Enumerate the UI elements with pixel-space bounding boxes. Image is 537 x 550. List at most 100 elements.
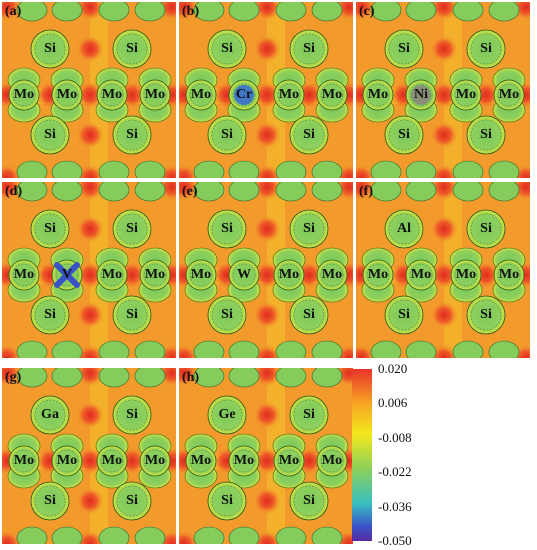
atom-label: Si — [221, 127, 233, 142]
colorbar-tick-label: -0.008 — [378, 429, 412, 445]
atom-site — [30, 209, 70, 249]
atom-site — [207, 29, 247, 69]
atom-label: Si — [303, 127, 315, 142]
panel-label: (g) — [5, 370, 22, 385]
atom-label: Si — [44, 493, 56, 508]
panel-e: (e) Si Si Si Si Mo W Mo Mo — [179, 182, 353, 358]
atom-site — [316, 79, 348, 111]
atom-label: Si — [126, 307, 138, 322]
atom-label: Mo — [190, 453, 212, 468]
atom-label: Si — [44, 41, 56, 56]
atom-site — [112, 29, 152, 69]
atom-site — [30, 295, 70, 335]
atom-site — [466, 29, 506, 69]
atom-site — [384, 115, 424, 155]
atom-label: Si — [126, 221, 138, 236]
atom-label: Si — [126, 41, 138, 56]
atom-site — [289, 29, 329, 69]
atom-label: Si — [480, 127, 492, 142]
atom-site — [273, 79, 305, 111]
atom-label: Si — [44, 307, 56, 322]
colorbar-tick-label: -0.022 — [378, 464, 412, 480]
panel-h: (h) Ge Si Si Si Mo Mo Mo Mo — [179, 368, 353, 544]
atom-site — [362, 79, 394, 111]
atom-label: Si — [480, 307, 492, 322]
atom-label: Si — [126, 493, 138, 508]
panel-label: (b) — [182, 4, 200, 19]
atom-site — [273, 259, 305, 291]
atom-label: Si — [398, 307, 410, 322]
atom-label: Cr — [235, 87, 253, 102]
atom-site — [207, 481, 247, 521]
density-map — [2, 2, 176, 178]
panel-f: (f) Al Si Si Si Mo Mo Mo Mo — [356, 182, 530, 358]
density-map — [179, 368, 353, 544]
atom-site — [466, 295, 506, 335]
atom-label: Mo — [101, 453, 123, 468]
atom-site — [384, 29, 424, 69]
colorbar-tick-label: 0.006 — [378, 395, 408, 411]
atom-site — [466, 115, 506, 155]
atom-site — [112, 395, 152, 435]
atom-site — [8, 259, 40, 291]
atom-label: Si — [303, 221, 315, 236]
atom-site — [316, 445, 348, 477]
atom-label: Al — [397, 221, 411, 236]
atom-label: Mo — [56, 87, 78, 102]
atom-site — [30, 395, 70, 435]
atom-label: Si — [398, 41, 410, 56]
atom-site — [207, 115, 247, 155]
panel-label: (c) — [359, 4, 375, 19]
atom-site — [316, 259, 348, 291]
colorbar-tick-label: -0.036 — [378, 498, 412, 514]
atom-label: Mo — [190, 267, 212, 282]
atom-label: Ge — [218, 407, 236, 422]
dopant-mark — [234, 85, 254, 105]
atom-label: Mo — [321, 267, 343, 282]
atom-site — [185, 79, 217, 111]
atom-site — [185, 445, 217, 477]
colorbar — [352, 369, 372, 541]
atom-site — [450, 259, 482, 291]
atom-label: Mo — [144, 453, 166, 468]
atom-site — [384, 295, 424, 335]
atom-site — [112, 295, 152, 335]
atom-label: Mo — [410, 267, 432, 282]
atom-label: Si — [303, 41, 315, 56]
atom-label: Mo — [498, 267, 520, 282]
atom-label: Mo — [101, 267, 123, 282]
atom-site — [228, 259, 260, 291]
atom-label: Mo — [278, 267, 300, 282]
atom-site — [112, 209, 152, 249]
atom-site — [289, 481, 329, 521]
atom-site — [384, 209, 424, 249]
atom-site — [405, 259, 437, 291]
atom-label: Mo — [233, 453, 255, 468]
atom-label: W — [237, 267, 251, 282]
atom-site — [289, 395, 329, 435]
atom-label: Mo — [13, 453, 35, 468]
density-map — [179, 2, 353, 178]
atom-site — [51, 445, 83, 477]
atom-label: Mo — [367, 87, 389, 102]
atom-label: Ni — [414, 87, 428, 102]
atom-label: Mo — [13, 87, 35, 102]
atom-label: Si — [44, 221, 56, 236]
atom-site — [289, 209, 329, 249]
atom-label: Si — [221, 221, 233, 236]
panel-label: (e) — [182, 184, 198, 199]
atom-site — [139, 445, 171, 477]
atom-label: Si — [126, 127, 138, 142]
panel-label: (a) — [5, 4, 22, 19]
atom-site — [139, 79, 171, 111]
atom-site — [228, 445, 260, 477]
atom-site — [8, 79, 40, 111]
atom-site — [493, 79, 525, 111]
atom-label: Ga — [41, 407, 59, 422]
colorbar-tick-label: 0.020 — [378, 361, 408, 376]
density-map — [179, 182, 353, 358]
atom-label: Mo — [56, 453, 78, 468]
atom-site — [289, 115, 329, 155]
dopant-mark — [54, 262, 80, 288]
atom-site — [96, 259, 128, 291]
